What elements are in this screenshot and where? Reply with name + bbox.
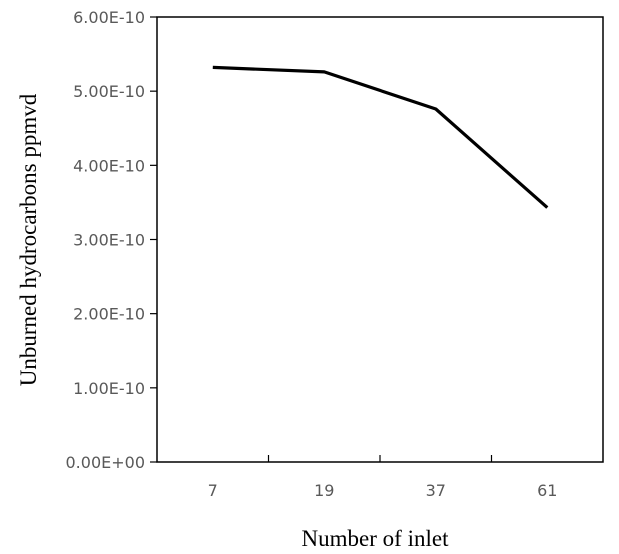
y-tick-label: 1.00E-10	[73, 379, 145, 398]
series-layer	[212, 65, 549, 209]
x-axis-ticks: 7 19 37 61	[208, 455, 557, 500]
x-tick-label: 19	[314, 481, 334, 500]
y-tick-label: 0.00E+00	[66, 453, 146, 472]
x-tick-label: 7	[208, 481, 218, 500]
plot-frame	[156, 16, 604, 463]
y-axis-title: Unburned hydrocarbons ppmvd	[16, 93, 41, 386]
series-line	[212, 65, 549, 209]
x-axis-title: Number of inlet	[302, 526, 450, 551]
plot-border	[156, 16, 604, 463]
x-tick-label: 61	[537, 481, 557, 500]
y-tick-label: 6.00E-10	[73, 8, 145, 27]
y-tick-label: 2.00E-10	[73, 305, 145, 324]
y-tick-label: 4.00E-10	[73, 156, 145, 175]
y-tick-label: 5.00E-10	[73, 82, 145, 101]
x-tick-label: 37	[426, 481, 446, 500]
y-axis-ticks: 0.00E+00 1.00E-10 2.00E-10 3.00E-10 4.00E-10…	[66, 8, 157, 472]
y-tick-label: 3.00E-10	[73, 231, 145, 250]
